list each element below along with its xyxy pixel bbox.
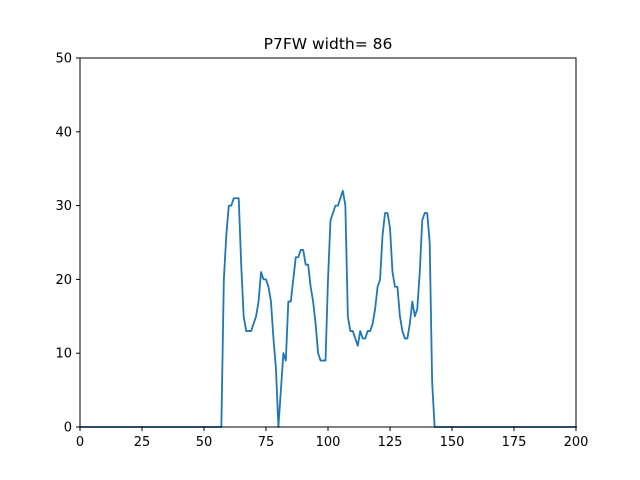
x-tick-label: 200 [564,435,589,450]
y-tick-label: 50 [55,52,72,67]
y-tick-label: 10 [55,347,72,362]
y-tick-label: 40 [55,125,72,140]
x-tick-label: 50 [196,435,213,450]
plot-frame [79,57,577,428]
y-tick-label: 30 [55,199,72,214]
x-axis: 0 25 50 75 100 125 150 175 200 [76,427,589,450]
x-tick-label: 150 [440,435,465,450]
y-tick-label: 20 [55,273,72,288]
x-tick-label: 75 [258,435,275,450]
chart-title: P7FW width= 86 [264,35,393,53]
x-tick-label: 175 [502,435,527,450]
x-tick-label: 0 [76,435,84,450]
x-tick-label: 125 [378,435,403,450]
series-layer [79,189,577,428]
series-line-0 [79,189,577,428]
x-tick-label: 100 [316,435,341,450]
x-tick-label: 25 [134,435,151,450]
y-tick-label: 0 [64,421,72,436]
y-axis: 0 10 20 30 40 50 [55,52,80,436]
